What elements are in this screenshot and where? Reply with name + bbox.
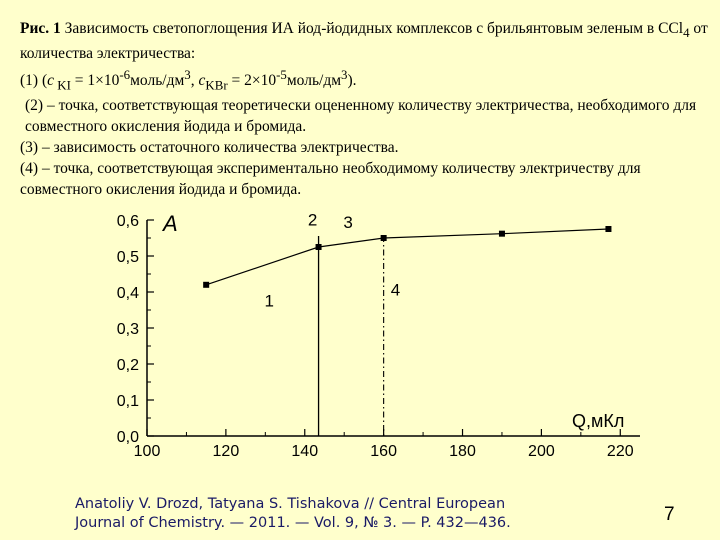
annotation-label: 4 xyxy=(391,281,400,300)
reference: Anatoliy V. Drozd, Tatyana S. Tishakova … xyxy=(75,495,595,533)
y-axis-label: A xyxy=(161,211,178,236)
y-tick-label: 0,1 xyxy=(117,393,139,410)
caption-l1-c1: c xyxy=(47,72,55,90)
x-tick-label: 100 xyxy=(134,443,161,460)
caption-item-4: (4) – точка, соответствующая эксперимент… xyxy=(20,160,641,199)
x-tick-label: 180 xyxy=(449,443,476,460)
annotation-label: 1 xyxy=(265,291,274,310)
caption-title-text: Зависимость светопоглощения ИА йод-йодид… xyxy=(60,20,684,37)
x-tick-label: 140 xyxy=(291,443,318,460)
series-line xyxy=(205,228,609,286)
caption-l1-ki: KI xyxy=(54,77,71,93)
caption-title: Рис. 1 Зависимость светопоглощения ИА йо… xyxy=(20,18,710,64)
caption-l1-kbr: KBr xyxy=(205,77,228,93)
y-tick-label: 0,0 xyxy=(117,429,139,446)
caption-title-tail: от количества электричества: xyxy=(20,20,708,63)
y-tick-label: 0,6 xyxy=(117,213,139,230)
caption-item-2: (2) – точка, соответствующая теоретическ… xyxy=(25,97,697,136)
data-point xyxy=(315,244,322,250)
caption-l1-sep: , xyxy=(190,72,199,90)
caption-l1-eq1: = 1×10 xyxy=(70,72,120,90)
caption-line-1: (1) (c KI = 1×10-6моль/дм3, cKBr = 2×10-… xyxy=(20,64,710,95)
caption-l1-c2: c xyxy=(198,72,206,90)
x-tick-label: 160 xyxy=(370,443,397,460)
caption-l1-exp1: -6 xyxy=(119,67,131,83)
reference-line-1: Anatoliy V. Drozd, Tatyana S. Tishakova … xyxy=(75,496,506,512)
data-point xyxy=(605,226,612,232)
caption-l1-exp2: -5 xyxy=(276,67,287,83)
caption-l1-eq2: = 2×10 xyxy=(227,72,277,90)
caption-l1-pow1: 3 xyxy=(184,67,191,83)
caption-l1-unit1: моль/дм xyxy=(130,72,185,90)
x-tick-label: 120 xyxy=(213,443,240,460)
y-tick-label: 0,5 xyxy=(117,249,139,266)
caption-l1-a: (1) ( xyxy=(20,72,48,90)
caption-l1-unit2: моль/дм xyxy=(286,72,342,90)
figure-caption: Рис. 1 Зависимость светопоглощения ИА йо… xyxy=(20,18,710,200)
annotation-label: 2 xyxy=(308,210,317,229)
data-point xyxy=(203,281,210,288)
annotation-label: 3 xyxy=(343,213,352,232)
figure-label: Рис. 1 xyxy=(20,20,61,37)
caption-l1-end: ). xyxy=(347,72,357,90)
caption-item-3: (3) – зависимость остаточного количества… xyxy=(20,139,399,157)
x-axis-label: Q,мКл xyxy=(572,411,624,431)
x-tick-label: 220 xyxy=(607,443,634,460)
y-tick-label: 0,4 xyxy=(117,285,139,302)
data-point xyxy=(380,235,387,241)
x-tick-label: 200 xyxy=(528,443,555,460)
caption-title-sub: 4 xyxy=(683,25,690,41)
y-tick-label: 0,3 xyxy=(117,321,139,338)
caption-l1-pow2: 3 xyxy=(341,67,348,83)
reference-line-2: Journal of Chemistry. — 2011. — Vol. 9, … xyxy=(75,515,511,531)
data-point xyxy=(498,230,505,237)
page-number: 7 xyxy=(664,504,675,525)
y-tick-label: 0,2 xyxy=(117,357,139,374)
